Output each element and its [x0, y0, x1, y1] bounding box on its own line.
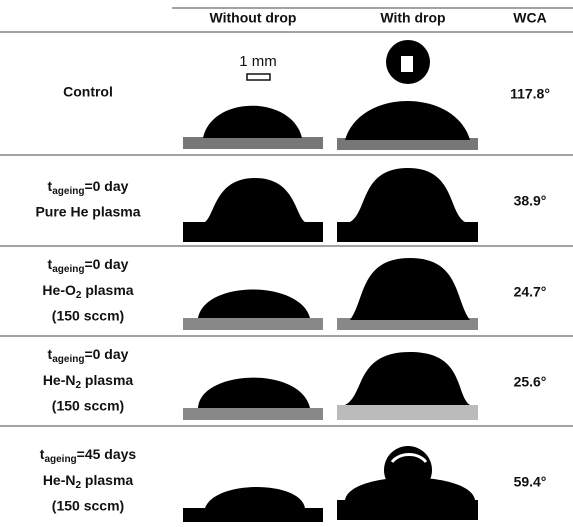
column-header: WCA: [513, 10, 546, 26]
scale-bar: [246, 73, 271, 81]
scale-bar-label: 1 mm: [239, 53, 277, 70]
column-header: With drop: [380, 10, 445, 26]
row-label: Control: [63, 84, 113, 100]
label-main: t: [40, 446, 45, 462]
label-rest: plasma: [81, 472, 133, 488]
wca-value: 117.8°: [510, 86, 550, 102]
label-subscript: ageing: [44, 454, 76, 465]
row-label: He-N2 plasma: [43, 472, 134, 491]
row-label: (150 sccm): [52, 308, 124, 324]
label-subscript: 2: [76, 290, 82, 301]
row-label: (150 sccm): [52, 398, 124, 414]
label-rest: =45 days: [77, 446, 137, 462]
wca-value: 25.6°: [514, 374, 547, 390]
drop-images: [183, 40, 478, 522]
label-rest: =0 day: [84, 178, 128, 194]
row-label: tageing=0 day: [48, 256, 129, 275]
label-subscript: 2: [75, 480, 81, 491]
row-label: tageing=45 days: [40, 446, 137, 465]
label-subscript: ageing: [52, 186, 84, 197]
rules: [0, 7, 573, 427]
label-rest: plasma: [81, 282, 133, 298]
row-label: He-O2 plasma: [42, 282, 133, 301]
label-subscript: 2: [75, 380, 81, 391]
label-main: t: [48, 346, 53, 362]
label-main: t: [48, 256, 53, 272]
column-header: Without drop: [210, 10, 297, 26]
label-main: He-O: [42, 282, 76, 298]
label-rest: plasma: [81, 372, 133, 388]
label-rest: =0 day: [84, 346, 128, 362]
row-label: (150 sccm): [52, 498, 124, 514]
wca-value: 38.9°: [514, 193, 547, 209]
wca-value: 24.7°: [514, 284, 547, 300]
label-main: t: [48, 178, 53, 194]
row-label: Pure He plasma: [35, 204, 140, 220]
wca-value: 59.4°: [514, 474, 547, 490]
row-label: He-N2 plasma: [43, 372, 134, 391]
label-subscript: ageing: [52, 354, 84, 365]
label-rest: =0 day: [84, 256, 128, 272]
row-label: tageing=0 day: [48, 346, 129, 365]
label-subscript: ageing: [52, 264, 84, 275]
row-label: tageing=0 day: [48, 178, 129, 197]
label-main: He-N: [43, 372, 76, 388]
label-main: He-N: [43, 472, 76, 488]
